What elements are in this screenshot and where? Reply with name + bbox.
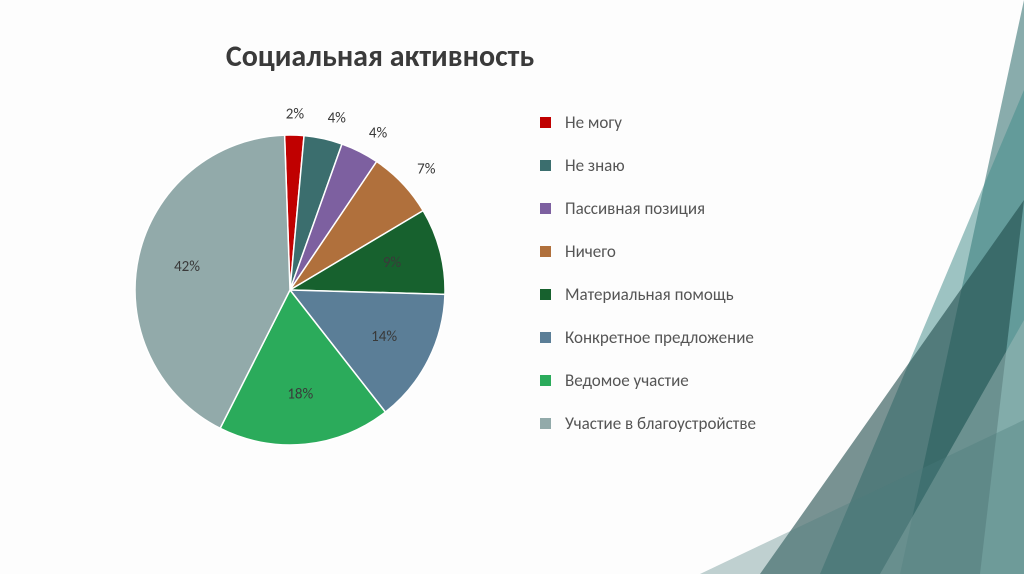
- slice-label: 9%: [383, 254, 402, 272]
- legend-label: Конкретное предложение: [565, 327, 754, 348]
- legend-label: Не знаю: [565, 155, 625, 176]
- slide: { "title": { "text": "Социальная активно…: [0, 0, 1024, 574]
- legend-item: Ведомое участие: [540, 370, 756, 391]
- legend-label: Участие в благоустройстве: [565, 413, 756, 434]
- legend-swatch: [540, 332, 551, 343]
- decor-poly: [820, 90, 1024, 574]
- legend-swatch: [540, 203, 551, 214]
- legend-label: Не могу: [565, 112, 622, 133]
- decor-poly: [880, 320, 1024, 574]
- page-title: Социальная активность: [0, 38, 760, 75]
- pie-chart: 2% 4% 4% 7% 9% 14% 18% 42%: [100, 100, 480, 480]
- slice-label: 14%: [371, 328, 397, 346]
- slice-label: 42%: [174, 258, 200, 276]
- legend-label: Ведомое участие: [565, 370, 689, 391]
- slice-label: 2%: [286, 106, 305, 124]
- decor-poly: [900, 0, 1024, 574]
- legend-item: Участие в благоустройстве: [540, 413, 756, 434]
- legend-item: Пассивная позиция: [540, 198, 756, 219]
- decor-poly: [760, 200, 1024, 574]
- legend-item: Не могу: [540, 112, 756, 133]
- legend-label: Пассивная позиция: [565, 198, 705, 219]
- legend-label: Материальная помощь: [565, 284, 734, 305]
- legend-item: Конкретное предложение: [540, 327, 756, 348]
- legend-swatch: [540, 289, 551, 300]
- slice-label: 4%: [369, 124, 388, 142]
- legend: Не могу Не знаю Пассивная позиция Ничего Мат…: [540, 112, 756, 456]
- legend-item: Не знаю: [540, 155, 756, 176]
- slice-label: 18%: [287, 385, 313, 403]
- legend-item: Материальная помощь: [540, 284, 756, 305]
- legend-item: Ничего: [540, 241, 756, 262]
- legend-label: Ничего: [565, 241, 616, 262]
- slice-label: 4%: [328, 110, 347, 128]
- legend-swatch: [540, 246, 551, 257]
- legend-swatch: [540, 418, 551, 429]
- slice-label: 7%: [417, 160, 436, 178]
- legend-swatch: [540, 117, 551, 128]
- legend-swatch: [540, 160, 551, 171]
- legend-swatch: [540, 375, 551, 386]
